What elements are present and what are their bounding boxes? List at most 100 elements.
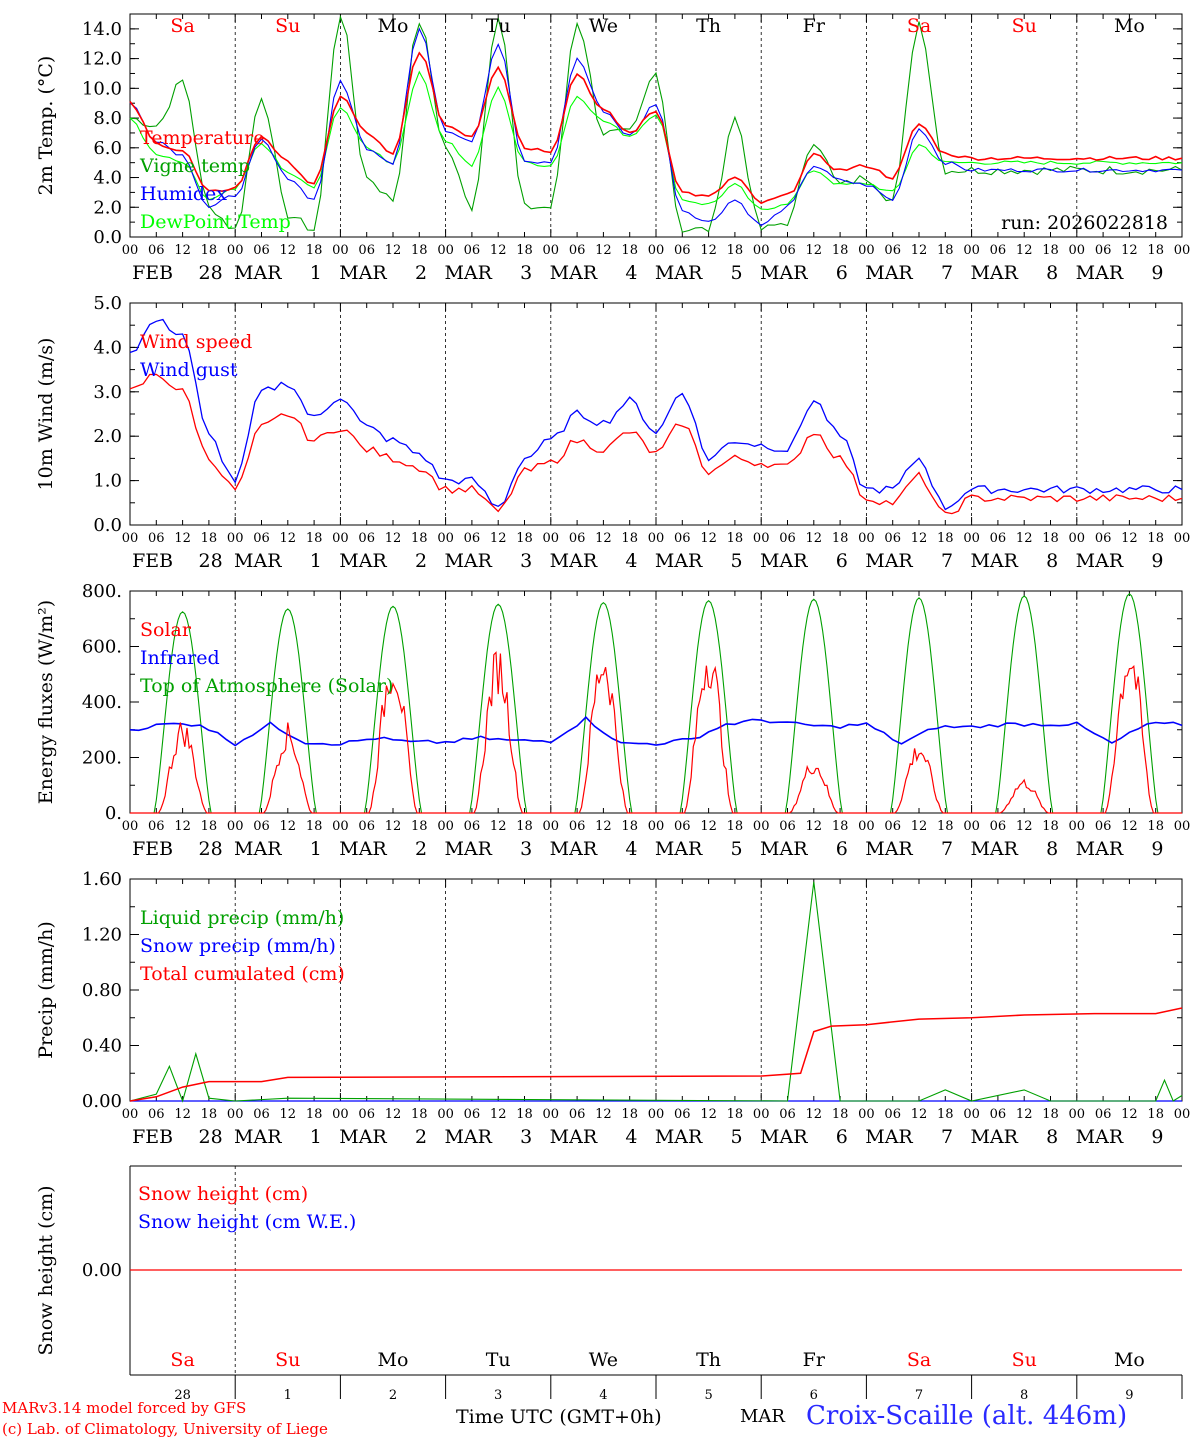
hour-tick-label: 12 [280, 243, 297, 258]
y-axis-title: Energy fluxes (W/m²) [35, 600, 57, 804]
day-name-label: Fr [803, 15, 826, 37]
hour-tick-label: 06 [884, 243, 901, 258]
hour-tick-label: 18 [1042, 243, 1059, 258]
hour-tick-label: 18 [727, 531, 744, 546]
legend-entry: Wind speed [140, 331, 252, 353]
date-month-label: MAR [339, 1126, 387, 1148]
date-day-label: 1 [310, 838, 322, 860]
y-tick-label: 2.0 [93, 426, 122, 447]
hour-tick-label: 06 [148, 819, 165, 834]
date-month-label: MAR [234, 838, 282, 860]
hour-tick-label: 06 [990, 819, 1007, 834]
date-month-label: MAR [550, 550, 598, 572]
day-name-label: Sa [907, 15, 931, 37]
legend-entry: Top of Atmosphere (Solar) [140, 675, 393, 697]
hour-tick-label: 18 [306, 1107, 323, 1122]
date-day-label: 9 [1151, 838, 1163, 860]
date-month-label: MAR [339, 262, 387, 284]
hour-tick-label: 12 [700, 243, 717, 258]
day-name-label: Mo [378, 1349, 409, 1371]
hour-tick-label: 06 [779, 531, 796, 546]
bottom-day-number: 2 [389, 1388, 397, 1403]
y-axis-title: 2m Temp. (°C) [35, 56, 57, 196]
hour-tick-label: 18 [411, 531, 428, 546]
date-month-label: FEB [132, 1126, 173, 1148]
date-day-label: 9 [1151, 550, 1163, 572]
hour-tick-label: 06 [253, 819, 270, 834]
date-day-label: 28 [199, 838, 223, 860]
hour-tick-label: 06 [1095, 243, 1112, 258]
date-day-label: 8 [1046, 1126, 1058, 1148]
hour-tick-label: 00 [1069, 531, 1086, 546]
hour-tick-label: 18 [621, 243, 638, 258]
legend-entry: Snow height (cm W.E.) [138, 1211, 356, 1233]
hour-tick-label: 18 [1042, 1107, 1059, 1122]
hour-tick-label: 00 [227, 819, 244, 834]
hour-tick-label: 06 [358, 531, 375, 546]
hour-tick-label: 18 [727, 243, 744, 258]
hour-tick-label: 12 [490, 819, 507, 834]
date-day-label: 2 [415, 550, 427, 572]
hour-tick-label: 00 [753, 1107, 770, 1122]
hour-tick-label: 18 [1147, 1107, 1164, 1122]
hour-tick-label: 12 [700, 1107, 717, 1122]
date-day-label: 6 [836, 1126, 848, 1148]
hour-tick-label: 00 [227, 1107, 244, 1122]
hour-tick-label: 18 [621, 531, 638, 546]
y-tick-label: 1.0 [93, 471, 122, 492]
hour-tick-label: 12 [1016, 819, 1033, 834]
hour-tick-label: 12 [700, 819, 717, 834]
hour-tick-label: 00 [122, 819, 139, 834]
hour-tick-label: 06 [358, 243, 375, 258]
day-name-label: Su [1012, 15, 1037, 37]
date-day-label: 2 [415, 262, 427, 284]
date-month-label: MAR [444, 550, 492, 572]
legend-entry: DewPoint Temp [140, 211, 291, 233]
date-month-label: MAR [970, 262, 1018, 284]
run-label: run: 2026022818 [1001, 212, 1168, 234]
hour-tick-label: 12 [911, 819, 928, 834]
hour-tick-label: 00 [648, 1107, 665, 1122]
hour-tick-label: 12 [385, 243, 402, 258]
hour-tick-label: 00 [332, 819, 349, 834]
hour-tick-label: 06 [1095, 531, 1112, 546]
hour-tick-label: 18 [1042, 819, 1059, 834]
hour-tick-label: 12 [700, 531, 717, 546]
date-day-label: 6 [836, 838, 848, 860]
day-name-label: Sa [170, 15, 194, 37]
hour-tick-label: 00 [122, 243, 139, 258]
hour-tick-label: 00 [543, 243, 560, 258]
hour-tick-label: 12 [490, 1107, 507, 1122]
hour-tick-label: 00 [963, 819, 980, 834]
date-day-label: 5 [731, 838, 743, 860]
hour-tick-label: 00 [858, 1107, 875, 1122]
hour-tick-label: 12 [280, 819, 297, 834]
date-day-label: 4 [625, 1126, 637, 1148]
hour-tick-label: 18 [937, 243, 954, 258]
hour-tick-label: 06 [884, 1107, 901, 1122]
series-line-humidex [129, 27, 1183, 227]
date-month-label: MAR [970, 550, 1018, 572]
hour-tick-label: 18 [516, 1107, 533, 1122]
hour-tick-label: 06 [569, 1107, 586, 1122]
hour-tick-label: 00 [543, 531, 560, 546]
hour-tick-label: 18 [832, 1107, 849, 1122]
hour-tick-label: 12 [385, 819, 402, 834]
date-month-label: MAR [444, 1126, 492, 1148]
y-tick-label: 4.0 [93, 337, 122, 358]
day-name-label: Su [1012, 1349, 1037, 1371]
date-month-label: MAR [970, 838, 1018, 860]
hour-tick-label: 00 [648, 531, 665, 546]
series-line-vigne-temp [129, 14, 1183, 233]
hour-tick-label: 12 [911, 1107, 928, 1122]
hour-tick-label: 12 [280, 1107, 297, 1122]
hour-tick-label: 00 [753, 243, 770, 258]
bottom-day-number: 1 [284, 1388, 292, 1403]
date-month-label: MAR [339, 550, 387, 572]
hour-tick-label: 12 [490, 243, 507, 258]
hour-tick-label: 18 [727, 819, 744, 834]
date-month-label: MAR [760, 838, 808, 860]
hour-tick-label: 06 [674, 243, 691, 258]
hour-tick-label: 00 [437, 819, 454, 834]
date-day-label: 8 [1046, 262, 1058, 284]
